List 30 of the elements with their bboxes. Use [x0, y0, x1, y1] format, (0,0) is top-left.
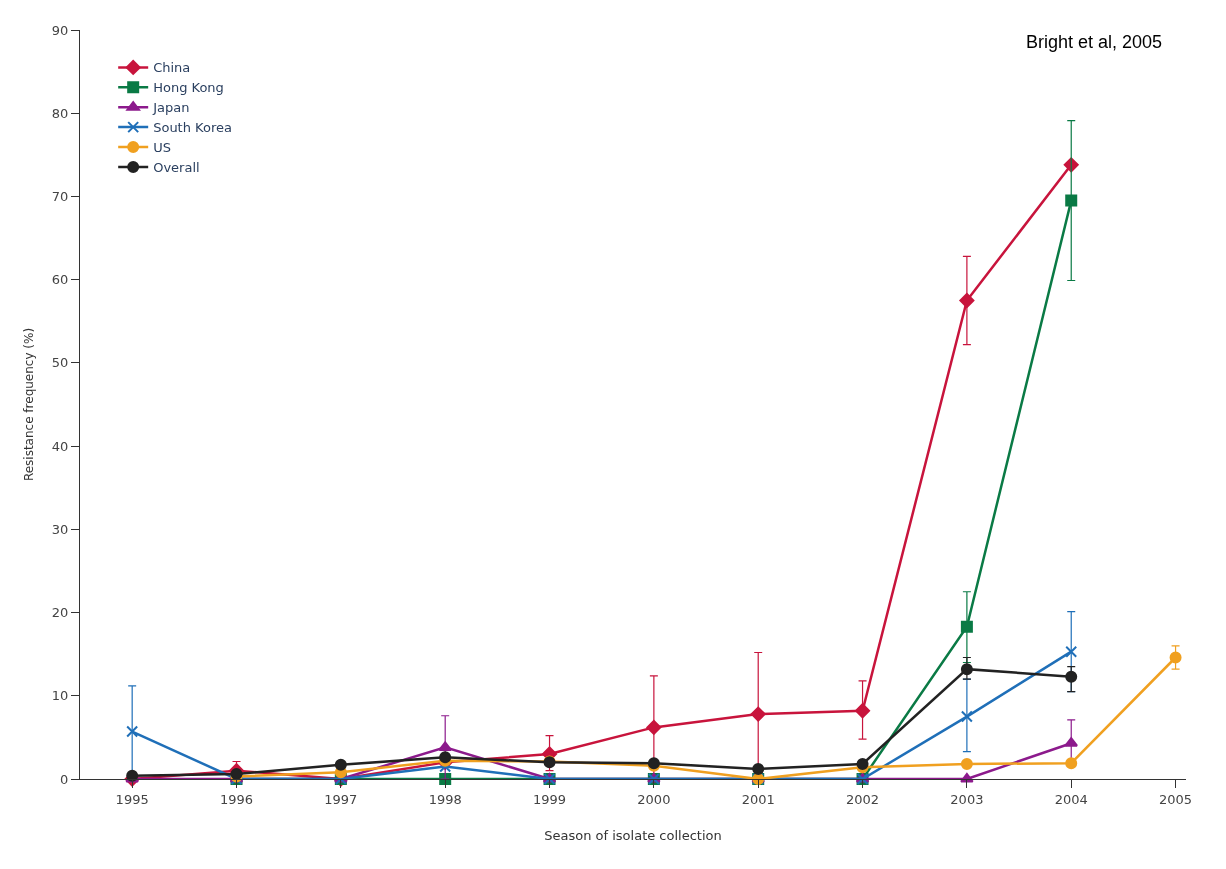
annotation: Bright et al, 2005: [1026, 32, 1163, 52]
y-tick-label: 0: [60, 771, 69, 787]
x-tick-label: 2003: [950, 791, 984, 807]
y-tick-label: 80: [51, 105, 69, 121]
y-tick-label: 20: [51, 605, 69, 621]
legend-label: South Korea: [153, 120, 232, 136]
legend-label: US: [153, 140, 171, 156]
y-tick-label: 90: [51, 22, 69, 38]
x-tick-label: 2002: [846, 791, 880, 807]
y-tick-label: 50: [51, 355, 69, 371]
x-tick-label: 2000: [637, 791, 671, 807]
x-tick-label: 2005: [1159, 791, 1193, 807]
legend-label: China: [153, 60, 191, 76]
y-tick-label: 60: [51, 272, 69, 288]
y-axis-title: Resistance frequency (%): [22, 327, 37, 482]
legend-label: Overall: [153, 159, 200, 175]
x-tick-label: 1997: [324, 791, 358, 807]
x-axis-title: Season of isolate collection: [544, 828, 722, 844]
legend-label: Hong Kong: [153, 80, 224, 96]
x-tick-label: 1998: [428, 791, 462, 807]
x-tick-label: 2004: [1054, 791, 1088, 807]
legend-label: Japan: [152, 100, 190, 116]
y-tick-label: 30: [51, 521, 69, 537]
x-tick-label: 2001: [741, 791, 775, 807]
y-tick-label: 40: [51, 438, 69, 454]
y-tick-label: 10: [51, 688, 69, 704]
x-tick-label: 1999: [532, 791, 567, 807]
x-tick-label: 1995: [115, 791, 149, 807]
x-tick-label: 1996: [219, 791, 254, 807]
y-tick-label: 70: [51, 188, 69, 204]
